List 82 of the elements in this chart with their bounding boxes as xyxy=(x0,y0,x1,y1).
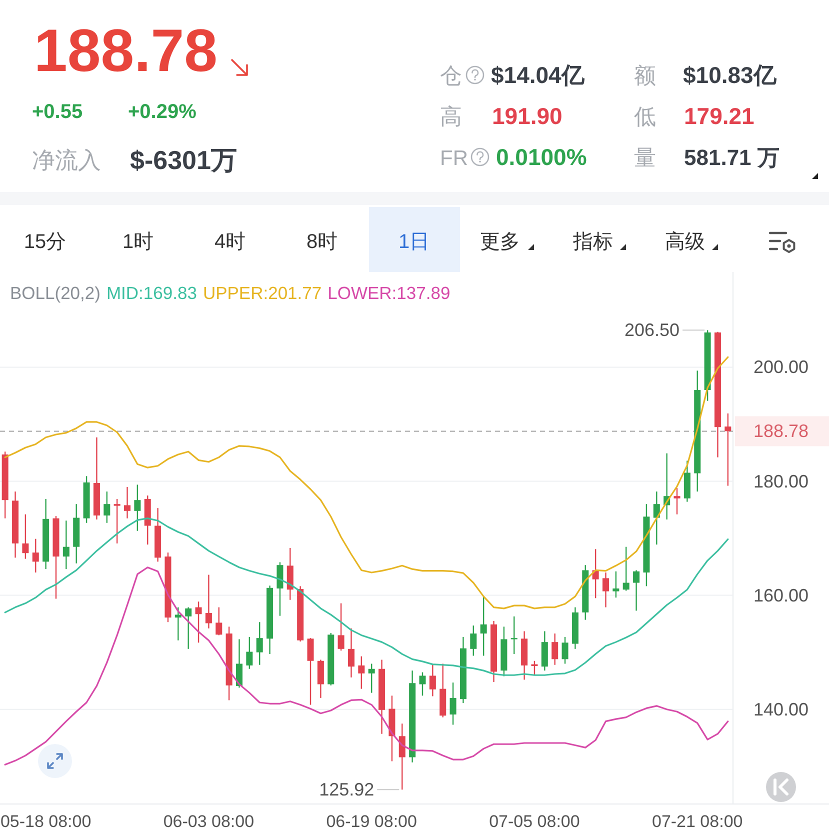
text: 低 xyxy=(634,104,656,129)
candlestick xyxy=(307,637,314,706)
text: +0.55 xyxy=(32,101,83,123)
text: +0.29% xyxy=(128,101,197,123)
text: $14.04亿 xyxy=(491,62,586,88)
candlestick xyxy=(480,596,487,656)
text: 0.0100% xyxy=(496,144,587,170)
y-tick-label: 180.00 xyxy=(753,471,809,492)
text: 高级 xyxy=(665,230,705,253)
text: 1时 xyxy=(122,231,154,253)
x-tick-label: 06-03 08:00 xyxy=(163,812,254,831)
text: 15分 xyxy=(24,231,66,253)
text: MID:169.83 xyxy=(106,283,197,303)
text: 高 xyxy=(440,104,462,129)
candlestick xyxy=(552,632,558,666)
x-tick-label: 07-05 08:00 xyxy=(489,812,580,831)
candlestick xyxy=(205,574,212,629)
candlestick xyxy=(633,570,640,612)
text: 净流入 xyxy=(32,147,101,173)
candlestick xyxy=(62,520,70,570)
candlestick xyxy=(256,622,263,666)
text: $-6301万 xyxy=(130,145,237,175)
y-tick-label: 200.00 xyxy=(753,357,809,378)
candlestick xyxy=(236,638,242,688)
candlestick xyxy=(348,628,354,678)
text: 188.78 xyxy=(753,421,809,442)
candlestick xyxy=(602,572,609,608)
candlestick xyxy=(246,636,253,670)
x-tick-label: 06-19 08:00 xyxy=(326,812,417,831)
candlestick xyxy=(195,600,202,644)
candlestick xyxy=(622,546,630,592)
candlestick xyxy=(317,659,324,699)
text: FR xyxy=(440,147,468,170)
candlestick xyxy=(32,538,39,574)
candlestick xyxy=(358,656,365,690)
candlestick xyxy=(276,562,284,616)
candlestick xyxy=(612,570,620,598)
candlestick xyxy=(653,490,660,546)
candlestick xyxy=(450,682,456,726)
candlestick xyxy=(338,602,344,652)
candlestick xyxy=(724,412,732,486)
text: 指标 xyxy=(572,231,613,253)
candlestick xyxy=(114,498,120,544)
y-tick-label: 160.00 xyxy=(753,585,809,606)
annotation: 125.92 xyxy=(319,780,374,800)
candlestick xyxy=(562,636,568,664)
text: 1日 xyxy=(398,231,430,253)
text: LOWER:137.89 xyxy=(328,283,450,303)
text: 188.78 xyxy=(34,17,218,84)
text: 191.90 xyxy=(492,103,562,129)
text: 179.21 xyxy=(684,103,755,129)
candlestick xyxy=(674,488,680,515)
x-tick-label: 07-21 08:00 xyxy=(652,812,743,831)
candlestick xyxy=(22,514,29,560)
text: 4时 xyxy=(214,231,246,253)
y-tick-label: 140.00 xyxy=(753,699,809,720)
text: 额 xyxy=(634,63,656,88)
candlestick xyxy=(429,664,436,697)
text: 仓 xyxy=(440,63,462,88)
candlestick xyxy=(185,606,192,650)
legend-title: BOLL(20,2) xyxy=(10,283,100,303)
candlestick xyxy=(134,484,141,532)
candlestick xyxy=(216,606,222,636)
text: 量 xyxy=(634,145,656,170)
line-series xyxy=(4,566,729,766)
candlestick xyxy=(104,490,110,524)
text: 更多 xyxy=(480,231,520,253)
candlestick xyxy=(510,616,518,655)
text: $10.83亿 xyxy=(683,62,778,88)
candlestick xyxy=(368,663,375,694)
line-series xyxy=(4,356,729,610)
candlestick xyxy=(174,606,182,641)
text: 8时 xyxy=(306,231,338,253)
line-series xyxy=(4,518,729,676)
candlestick xyxy=(470,624,477,656)
annotation: 206.50 xyxy=(624,320,680,340)
candlestick xyxy=(419,672,426,696)
text: UPPER:201.77 xyxy=(202,283,322,303)
candlestick xyxy=(286,547,294,600)
text: 581.71 万 xyxy=(684,145,780,170)
candlestick xyxy=(124,486,131,519)
x-tick-label: 05-18 08:00 xyxy=(0,812,92,831)
